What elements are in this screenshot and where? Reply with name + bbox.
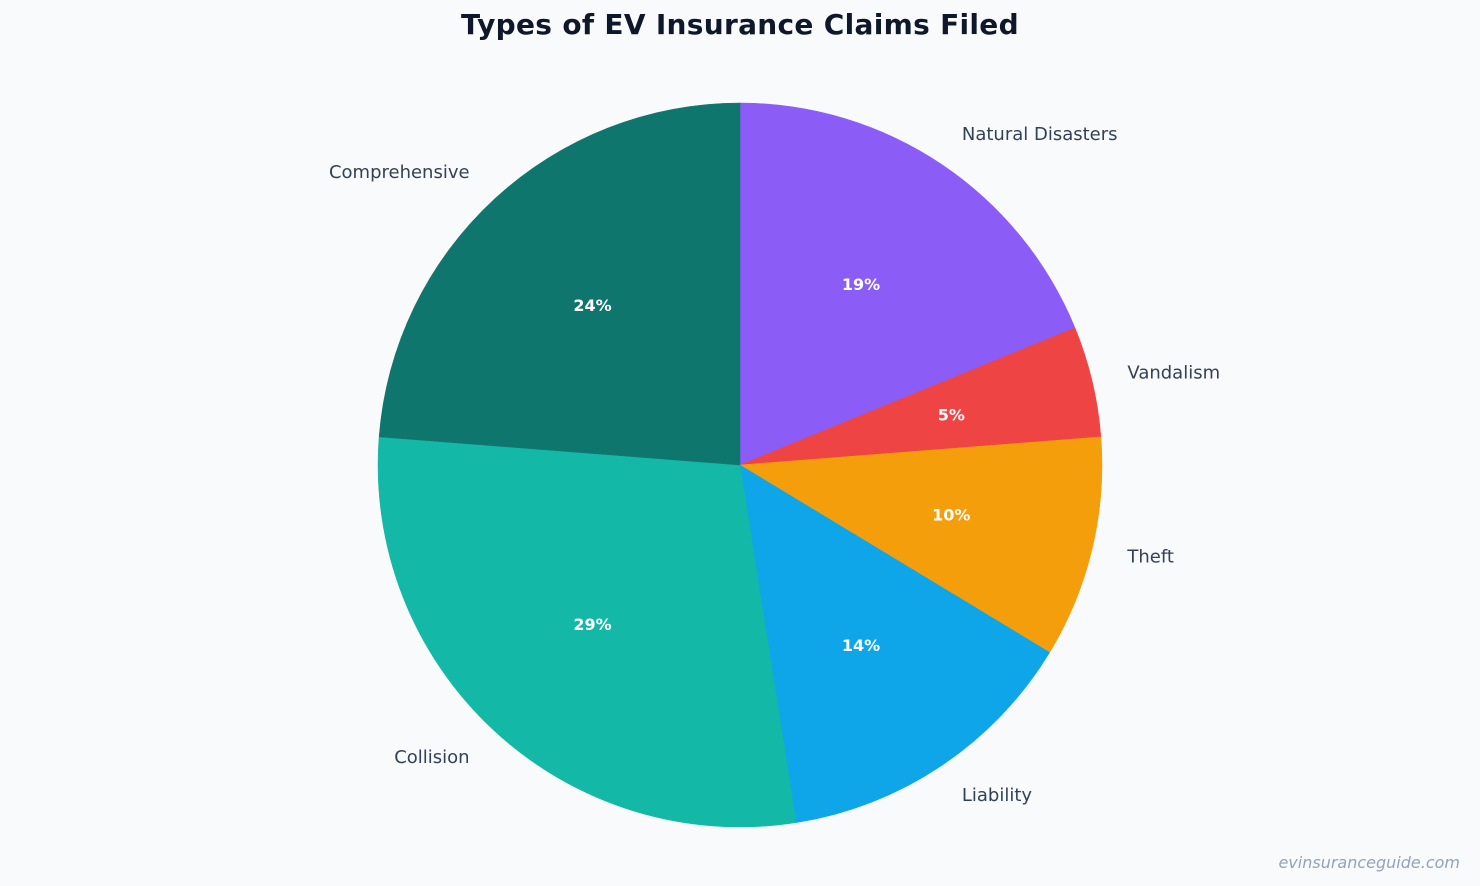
pie-slice-collision [377,436,797,828]
pct-label-liability: 14% [842,636,880,655]
pie-slice-theft [739,436,1103,653]
pie-slice-liability [739,464,1051,823]
pct-label-comprehensive: 24% [573,296,611,315]
pct-label-natural-disasters: 19% [842,275,880,294]
category-label-collision: Collision [394,747,469,768]
category-label-theft: Theft [1126,547,1174,568]
pie-slice-natural-disasters [739,102,1076,466]
category-label-liability: Liability [962,785,1033,806]
watermark: evinsuranceguide.com [1278,853,1460,872]
pct-label-vandalism: 5% [938,405,965,424]
category-label-comprehensive: Comprehensive [329,162,470,183]
chart-title: Types of EV Insurance Claims Filed [461,8,1019,41]
pct-label-theft: 10% [932,506,970,525]
pie-slice-comprehensive [378,102,741,466]
pct-label-collision: 29% [573,615,611,634]
category-label-vandalism: Vandalism [1127,362,1220,383]
category-label-natural-disasters: Natural Disasters [962,124,1118,145]
